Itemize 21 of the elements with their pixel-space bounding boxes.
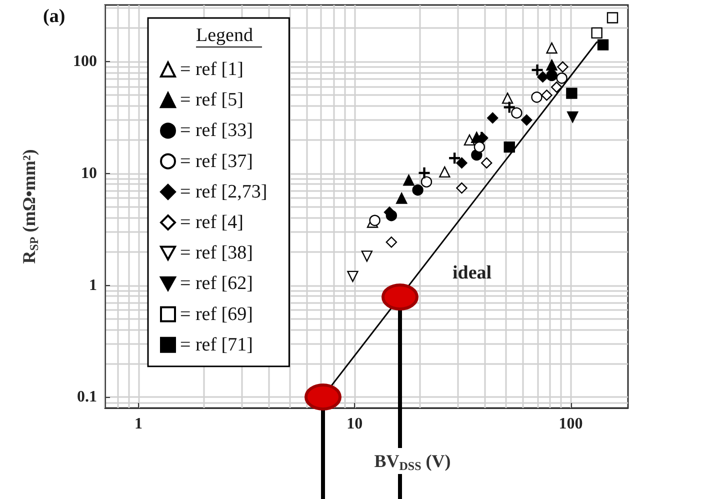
legend-label: = ref [5] [180, 90, 244, 111]
legend-title: Legend [196, 25, 254, 46]
legend-label: = ref [69] [180, 304, 253, 325]
x-tick-label: 1 [134, 416, 142, 432]
legend-label: = ref [33] [180, 120, 253, 142]
legend-label: = ref [2,73] [180, 181, 268, 202]
y-axis-title: RSP (mΩ•mm²) [19, 149, 41, 264]
annotation: ideal [452, 262, 492, 284]
y-tick-label: 10 [81, 164, 97, 182]
legend-label: = ref [62] [180, 273, 253, 294]
legend-label: = ref [37] [180, 150, 253, 172]
x-tick-label: 100 [558, 416, 583, 432]
x-tick-label: 10 [346, 416, 363, 432]
legend-label: = ref [38] [180, 242, 253, 264]
y-tick-label: 1 [89, 276, 97, 294]
legend-label: = ref [4] [180, 212, 244, 233]
chart-title: (a) [43, 6, 66, 27]
legend-label: = ref [71] [180, 334, 253, 356]
y-tick-label: 0.1 [77, 388, 97, 406]
legend-label: = ref [1] [180, 59, 244, 80]
y-tick-label: 100 [73, 53, 97, 70]
